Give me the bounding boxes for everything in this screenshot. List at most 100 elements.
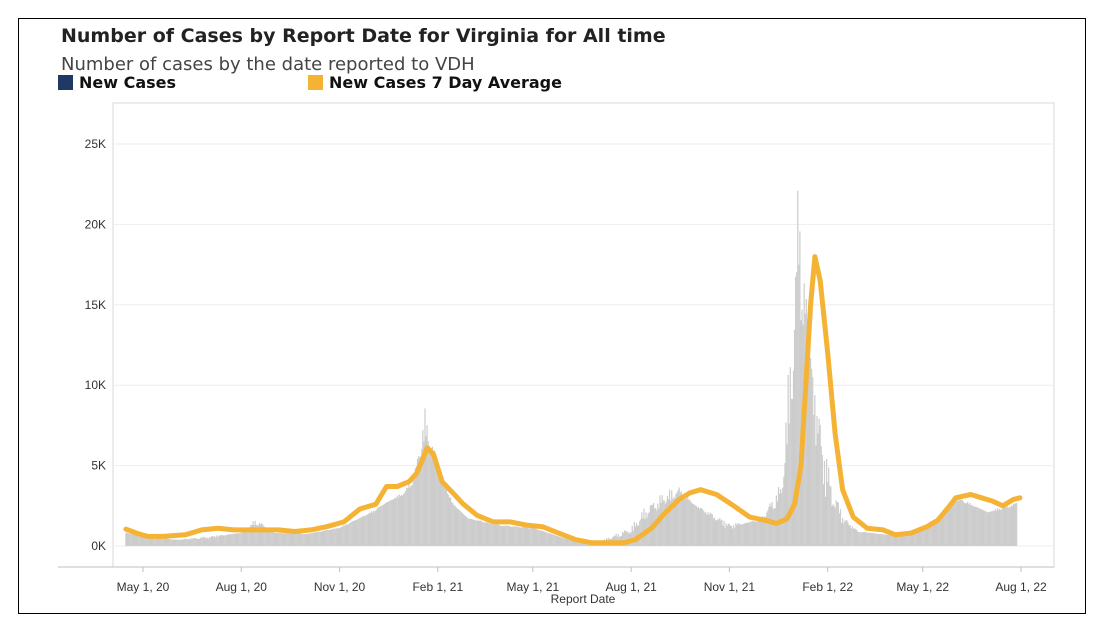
- case-bar: [786, 444, 788, 546]
- case-bar: [297, 533, 299, 546]
- case-bar: [220, 535, 222, 546]
- case-bar: [315, 531, 317, 546]
- case-bar: [676, 492, 678, 546]
- case-bar: [687, 496, 689, 546]
- case-bar: [203, 537, 205, 546]
- case-bar: [546, 532, 548, 546]
- case-bar: [304, 533, 306, 546]
- case-bar: [374, 511, 376, 546]
- case-bar: [864, 532, 866, 546]
- case-bar: [244, 528, 247, 546]
- case-bar: [976, 507, 978, 546]
- case-bar: [823, 460, 826, 546]
- x-tick-label: Aug 1, 21: [605, 580, 657, 594]
- case-bar: [743, 523, 745, 546]
- plot-area: [112, 102, 1055, 568]
- case-bar: [190, 538, 192, 546]
- case-bar: [215, 537, 217, 546]
- case-bar: [926, 527, 928, 546]
- case-bar: [889, 535, 891, 546]
- case-bar: [922, 529, 924, 546]
- case-bar: [964, 503, 967, 546]
- case-bar: [984, 510, 986, 546]
- case-bar: [692, 503, 694, 546]
- case-bar: [132, 533, 134, 546]
- case-bar: [507, 525, 509, 546]
- case-bar: [345, 524, 347, 546]
- case-bar: [880, 534, 882, 546]
- case-bar: [369, 513, 372, 546]
- case-bar: [945, 511, 947, 546]
- case-bar: [739, 523, 741, 546]
- case-bar: [162, 538, 164, 546]
- case-bar: [227, 534, 230, 546]
- case-bar: [812, 376, 814, 546]
- case-bar: [780, 489, 782, 546]
- case-bar: [250, 524, 252, 546]
- case-bar: [511, 526, 514, 546]
- case-bar: [1008, 506, 1010, 546]
- case-bar: [216, 535, 218, 546]
- case-bar: [426, 425, 428, 546]
- case-bar: [1013, 503, 1016, 546]
- case-bar: [993, 510, 995, 546]
- case-bar: [843, 523, 845, 546]
- legend-item-7day-average[interactable]: New Cases 7 Day Average: [308, 73, 562, 92]
- case-bar: [491, 523, 493, 546]
- case-bar: [150, 536, 153, 546]
- y-tick-label: 5K: [91, 459, 106, 473]
- case-bar: [319, 531, 321, 546]
- legend-item-new-cases[interactable]: New Cases: [58, 73, 176, 92]
- case-bar: [832, 504, 834, 546]
- case-bar: [433, 450, 436, 546]
- case-bar: [538, 530, 540, 546]
- case-bar: [809, 357, 812, 546]
- case-bar: [767, 510, 769, 546]
- case-bar: [361, 516, 363, 546]
- case-bar: [160, 537, 162, 546]
- case-bar: [777, 487, 780, 546]
- case-bar: [237, 533, 239, 546]
- case-bar: [973, 506, 975, 546]
- case-bar: [189, 539, 191, 546]
- case-bar: [656, 510, 658, 546]
- case-bar: [334, 528, 336, 546]
- case-bar: [742, 523, 744, 546]
- case-bar: [817, 433, 819, 546]
- case-bar: [961, 499, 963, 546]
- case-bar: [157, 537, 159, 546]
- case-bar: [765, 516, 767, 546]
- case-bar: [358, 518, 360, 546]
- case-bar: [784, 463, 786, 546]
- case-bar: [443, 480, 445, 546]
- case-bar: [287, 533, 289, 546]
- case-bar: [283, 533, 285, 546]
- case-bar: [757, 519, 759, 546]
- case-bar: [401, 495, 404, 546]
- case-bar: [710, 513, 712, 546]
- case-bar: [577, 540, 579, 546]
- case-bar: [514, 526, 516, 546]
- case-bar: [462, 514, 465, 546]
- case-bar: [667, 498, 670, 546]
- case-bar: [626, 531, 628, 546]
- case-bar: [929, 524, 931, 546]
- case-bar: [271, 531, 273, 546]
- case-bar: [403, 493, 405, 546]
- case-bar: [562, 537, 564, 546]
- case-bar: [699, 507, 702, 546]
- case-bar: [1001, 509, 1003, 546]
- case-bar: [928, 526, 930, 546]
- case-bar: [336, 528, 338, 546]
- case-bar: [492, 524, 494, 546]
- case-bar: [544, 531, 546, 546]
- case-bar: [959, 496, 961, 546]
- case-bar: [295, 533, 297, 546]
- case-bar: [353, 520, 356, 546]
- case-bar: [185, 539, 187, 546]
- case-bar: [142, 534, 144, 546]
- case-bar: [346, 524, 348, 546]
- case-bar: [714, 520, 717, 546]
- case-bar: [290, 533, 293, 546]
- case-bar: [723, 520, 725, 546]
